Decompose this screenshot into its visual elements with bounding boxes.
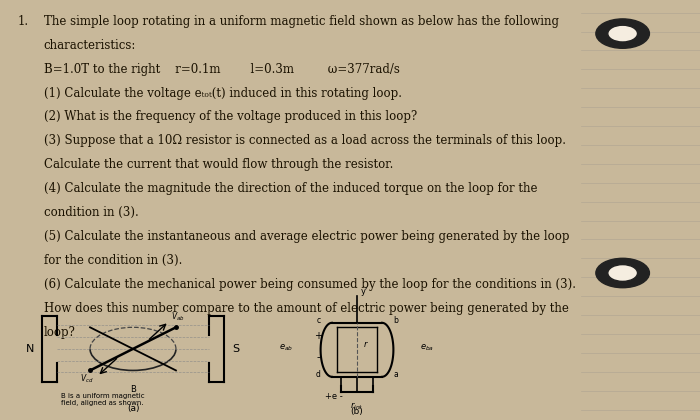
Text: (4) Calculate the magnitude the direction of the induced torque on the loop for : (4) Calculate the magnitude the directio… <box>43 182 537 195</box>
Text: B=1.0T to the right    r=0.1m        l=0.3m         ω=377rad/s: B=1.0T to the right r=0.1m l=0.3m ω=377r… <box>43 63 400 76</box>
Text: The simple loop rotating in a uniform magnetic field shown as below has the foll: The simple loop rotating in a uniform ma… <box>43 15 559 28</box>
Text: (3) Suppose that a 10Ω resistor is connected as a load across the terminals of t: (3) Suppose that a 10Ω resistor is conne… <box>43 134 566 147</box>
Text: $r_{int}$: $r_{int}$ <box>351 400 363 412</box>
Text: Calculate the current that would flow through the resistor.: Calculate the current that would flow th… <box>43 158 393 171</box>
Text: c: c <box>316 316 321 326</box>
Text: d: d <box>316 370 321 379</box>
Ellipse shape <box>596 258 650 288</box>
Text: $e_{ba}$: $e_{ba}$ <box>421 343 435 353</box>
Text: B is a uniform magnetic: B is a uniform magnetic <box>62 393 145 399</box>
Text: r: r <box>364 340 368 349</box>
Text: b: b <box>393 316 398 326</box>
Text: (6) Calculate the mechanical power being consumed by the loop for the conditions: (6) Calculate the mechanical power being… <box>43 278 575 291</box>
Text: loop?: loop? <box>43 326 76 339</box>
Text: y': y' <box>360 287 368 296</box>
Text: a: a <box>393 370 398 379</box>
Ellipse shape <box>608 265 638 281</box>
Text: (2) What is the frequency of the voltage produced in this loop?: (2) What is the frequency of the voltage… <box>43 110 416 123</box>
Ellipse shape <box>596 19 650 48</box>
Text: +e -: +e - <box>326 392 343 401</box>
Text: (a): (a) <box>127 404 139 413</box>
Text: N: N <box>26 344 34 354</box>
Text: How does this number compare to the amount of electric power being generated by : How does this number compare to the amou… <box>43 302 568 315</box>
Text: S: S <box>232 344 239 354</box>
Text: field, aligned as shown.: field, aligned as shown. <box>62 399 144 406</box>
Text: B: B <box>130 385 136 394</box>
Text: condition in (3).: condition in (3). <box>43 206 139 219</box>
Text: $V_{cd}$: $V_{cd}$ <box>80 372 94 385</box>
Text: (5) Calculate the instantaneous and average electric power being generated by th: (5) Calculate the instantaneous and aver… <box>43 230 569 243</box>
Ellipse shape <box>608 25 638 42</box>
Text: +: + <box>314 331 322 341</box>
Text: characteristics:: characteristics: <box>43 39 136 52</box>
Text: $V_{ab}$: $V_{ab}$ <box>172 310 185 323</box>
Text: (b): (b) <box>351 407 363 416</box>
Text: $e_{ab}$: $e_{ab}$ <box>279 343 293 353</box>
Text: (1) Calculate the voltage eₜₒₜ(t) induced in this rotating loop.: (1) Calculate the voltage eₜₒₜ(t) induce… <box>43 87 402 100</box>
Text: 1.: 1. <box>18 15 29 28</box>
Text: -: - <box>316 352 320 362</box>
Text: for the condition in (3).: for the condition in (3). <box>43 254 182 267</box>
